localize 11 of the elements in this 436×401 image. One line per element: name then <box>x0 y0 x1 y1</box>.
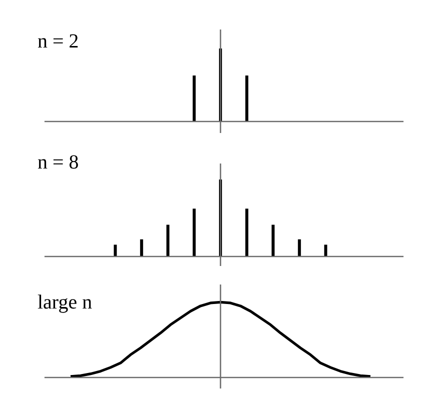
bar <box>245 208 248 256</box>
bar <box>272 224 275 256</box>
chart-title: n = 2 <box>38 30 79 52</box>
bar <box>324 244 328 256</box>
bar <box>114 244 117 256</box>
bar <box>140 239 144 256</box>
bar <box>166 224 170 256</box>
chart-title: n = 8 <box>38 152 79 174</box>
bar <box>192 208 196 256</box>
chart-title: large n <box>38 292 92 314</box>
bar <box>298 239 301 256</box>
